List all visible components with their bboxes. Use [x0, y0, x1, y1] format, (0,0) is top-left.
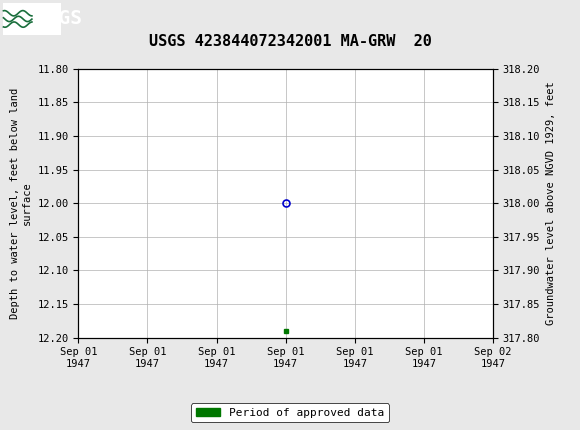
Y-axis label: Depth to water level, feet below land
surface: Depth to water level, feet below land su…	[10, 88, 32, 319]
FancyBboxPatch shape	[3, 3, 61, 35]
Legend: Period of approved data: Period of approved data	[191, 403, 389, 422]
Y-axis label: Groundwater level above NGVD 1929, feet: Groundwater level above NGVD 1929, feet	[546, 81, 556, 325]
Text: USGS 423844072342001 MA-GRW  20: USGS 423844072342001 MA-GRW 20	[148, 34, 432, 49]
Text: USGS: USGS	[35, 9, 82, 28]
